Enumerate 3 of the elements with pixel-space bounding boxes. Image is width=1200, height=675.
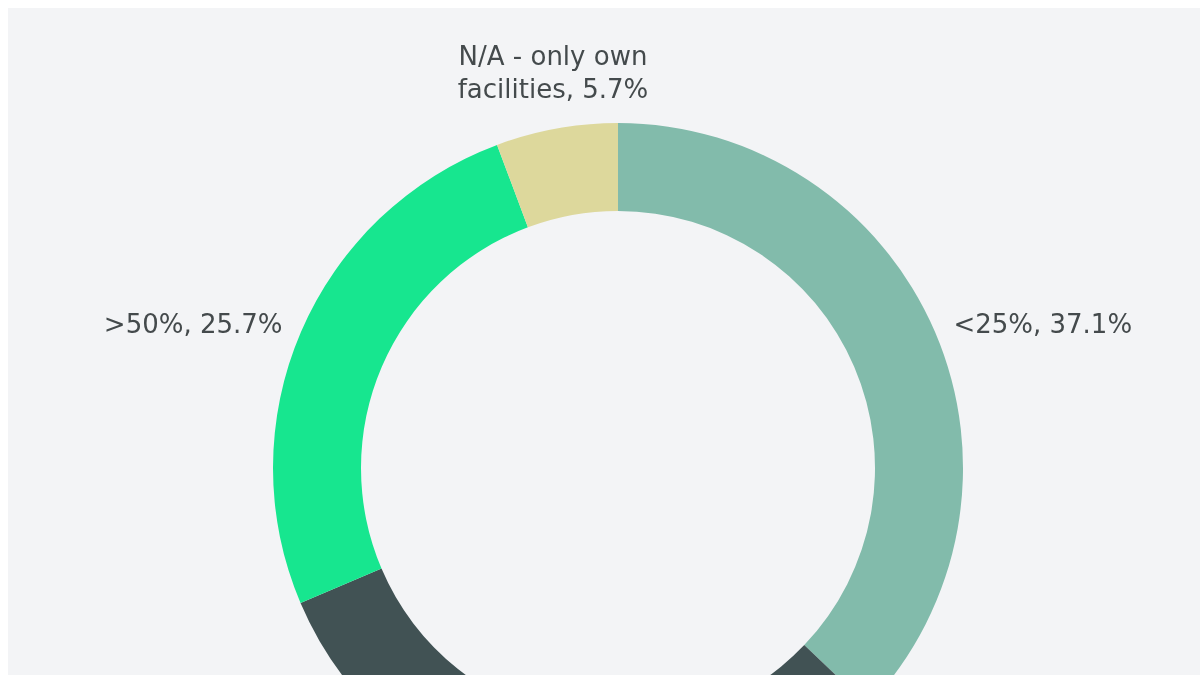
slice-label: >50%, 25.7%: [103, 309, 283, 340]
slice-label: N/A - only own facilities, 5.7%: [457, 40, 649, 104]
slice-label: <25%, 37.1%: [953, 309, 1133, 340]
